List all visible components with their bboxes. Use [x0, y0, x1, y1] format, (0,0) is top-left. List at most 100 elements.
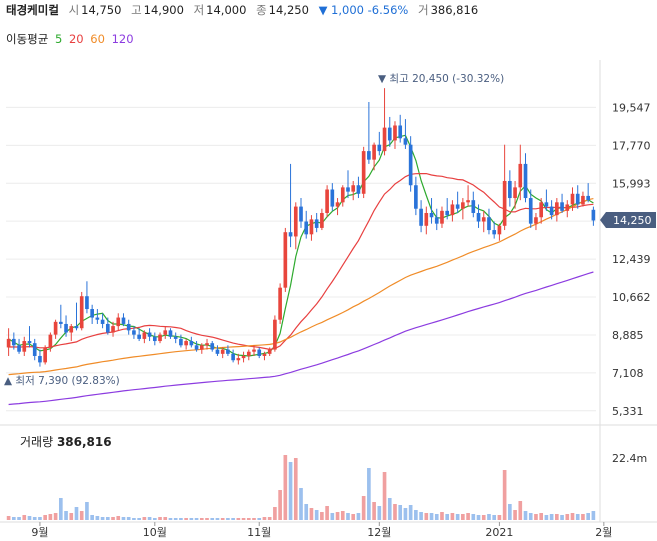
- volume-bar: [132, 518, 136, 520]
- volume-label: 거: [417, 3, 429, 17]
- candle-body: [231, 353, 235, 361]
- x-tick-label: 2월: [595, 526, 612, 539]
- volume-bar: [17, 517, 21, 520]
- volume-bar: [142, 517, 147, 520]
- candle-body: [586, 195, 590, 201]
- volume-bar: [555, 514, 559, 520]
- candle-body: [142, 332, 147, 339]
- volume-bar: [492, 515, 497, 520]
- ma-20-line: [8, 173, 594, 351]
- candle-body: [414, 185, 418, 209]
- candle-body: [111, 326, 115, 333]
- quote-header: 태경케미컬 시 14,750 고 14,900 저 14,000 종 14,250 ▼ …: [6, 2, 484, 20]
- candle-body: [173, 336, 178, 339]
- candle-body: [184, 341, 188, 346]
- volume-bar: [53, 513, 58, 520]
- candle-body: [424, 212, 429, 226]
- volume-bar: [241, 518, 246, 520]
- candle-body: [419, 208, 423, 226]
- candle-body: [591, 209, 596, 221]
- current-price-badge: 14,250: [600, 212, 656, 228]
- candle-body: [398, 125, 403, 139]
- volume-bar: [581, 514, 585, 520]
- volume-bar: [100, 517, 105, 520]
- volume-bar: [340, 511, 345, 520]
- candle-body: [523, 163, 528, 199]
- volume-bar: [121, 517, 126, 520]
- volume-bar: [79, 511, 84, 520]
- ma-120-line: [8, 271, 594, 406]
- volume-bar: [476, 515, 481, 520]
- candle-body: [466, 200, 470, 203]
- ma-60-label[interactable]: 60: [90, 32, 105, 46]
- volume-bar: [283, 455, 288, 520]
- high-value: 14,900: [143, 3, 184, 17]
- volume-bar: [393, 504, 397, 520]
- volume-bar: [74, 507, 79, 520]
- current-price-label: 14,250: [613, 214, 652, 227]
- volume-bar: [309, 508, 314, 520]
- candle-body: [534, 217, 538, 224]
- volume-bar: [320, 512, 324, 520]
- candle-body: [481, 217, 486, 222]
- candle-body: [555, 202, 559, 216]
- volume-bar: [539, 513, 544, 520]
- candle-body: [581, 195, 585, 205]
- candle-body: [560, 202, 564, 211]
- candle-body: [549, 206, 554, 216]
- candle-body: [236, 358, 241, 361]
- volume-bar: [194, 518, 199, 520]
- volume-bar: [445, 514, 450, 520]
- volume-bar: [126, 517, 131, 520]
- y-tick-label: 15,993: [612, 177, 651, 190]
- candle-body: [267, 349, 272, 354]
- volume-bar: [278, 490, 282, 520]
- candle-body: [6, 338, 11, 348]
- volume-bar: [523, 511, 528, 520]
- volume-bar: [199, 518, 204, 520]
- volume-bar: [575, 514, 580, 520]
- candle-body: [367, 151, 371, 160]
- candle-body: [309, 219, 314, 235]
- volume-bar: [372, 502, 376, 520]
- candle-body: [43, 347, 47, 363]
- x-tick-label: 9월: [31, 526, 48, 539]
- volume-bar: [105, 517, 110, 520]
- volume-bar: [356, 513, 361, 520]
- candle-body: [497, 225, 502, 235]
- candle-body: [273, 319, 277, 350]
- candle-body: [252, 349, 256, 352]
- volume-bar: [48, 514, 53, 520]
- y-tick-label: 19,547: [612, 101, 651, 114]
- candle-body: [544, 202, 549, 207]
- ma-120-label[interactable]: 120: [111, 32, 134, 46]
- candle-body: [393, 125, 397, 141]
- close-label: 종: [256, 3, 267, 17]
- candle-body: [48, 334, 53, 348]
- volume-bar: [330, 513, 335, 520]
- open-label: 시: [68, 3, 80, 17]
- low-value: 14,000: [206, 3, 247, 17]
- candle-body: [226, 349, 230, 354]
- ma-20-label[interactable]: 20: [68, 32, 84, 46]
- volume-panel-value: 386,816: [56, 435, 112, 449]
- volume-bar: [382, 472, 387, 520]
- ma-5-label[interactable]: 5: [54, 32, 63, 46]
- volume-bar: [560, 515, 564, 520]
- volume-bar: [429, 513, 434, 520]
- volume-bar: [471, 514, 476, 520]
- candle-body: [257, 349, 262, 356]
- candle-body: [79, 296, 84, 329]
- volume-bar: [367, 468, 371, 520]
- volume-bar: [215, 518, 220, 520]
- candle-body: [116, 317, 121, 327]
- candle-body: [163, 330, 168, 335]
- candle-body: [12, 338, 16, 346]
- candle-body: [361, 151, 366, 194]
- candle-body: [95, 317, 100, 320]
- volume-bar: [513, 510, 517, 520]
- volume-bar: [387, 498, 392, 520]
- candle-body: [445, 210, 450, 216]
- candle-body: [74, 326, 79, 329]
